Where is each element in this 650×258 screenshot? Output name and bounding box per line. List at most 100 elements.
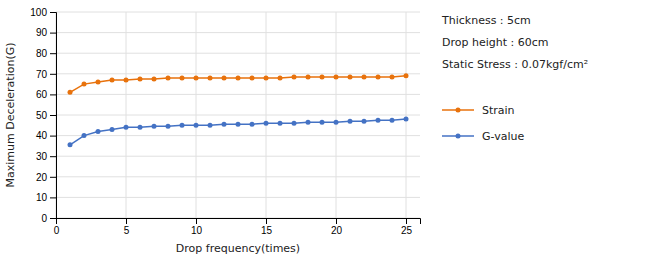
y-axis: 0 10 20 30 40 50 60 70 80 90 100 bbox=[30, 7, 56, 224]
tick-mark bbox=[50, 74, 56, 75]
point bbox=[292, 74, 297, 79]
point bbox=[138, 76, 143, 81]
tick-mark bbox=[266, 218, 267, 224]
series bbox=[68, 117, 409, 148]
tick-label: 100 bbox=[30, 7, 47, 18]
point bbox=[236, 122, 241, 127]
point bbox=[166, 75, 171, 80]
tick-mark bbox=[50, 53, 56, 54]
tick-label: 25 bbox=[401, 225, 413, 236]
tick-label: 80 bbox=[36, 48, 48, 59]
tick-label: 30 bbox=[36, 151, 48, 162]
tick-label: 60 bbox=[36, 89, 48, 100]
series bbox=[68, 73, 409, 94]
annotation: Thickness : 5cm bbox=[441, 14, 531, 27]
point bbox=[110, 127, 115, 132]
tick-label: 70 bbox=[36, 69, 48, 80]
point bbox=[110, 77, 115, 82]
grid-line-y bbox=[56, 94, 420, 95]
tick: 10 bbox=[191, 218, 203, 236]
tick-label: 0 bbox=[54, 225, 60, 236]
tick-label: 0 bbox=[41, 213, 47, 224]
tick-mark bbox=[50, 177, 56, 178]
tick-mark bbox=[50, 156, 56, 157]
axis-line bbox=[50, 13, 57, 219]
tick: 5 bbox=[124, 218, 130, 236]
point bbox=[292, 121, 297, 126]
point bbox=[152, 124, 157, 129]
tick-label: 20 bbox=[36, 172, 48, 183]
point bbox=[82, 133, 87, 138]
annotation: Static Stress : 0.07kgf/cm² bbox=[442, 58, 588, 71]
point bbox=[96, 129, 101, 134]
grid-line-x bbox=[406, 12, 407, 218]
point bbox=[236, 75, 241, 80]
grid-line-y bbox=[56, 53, 420, 54]
plot-area: 0 5 10 15 20 25 0 10 20 30 40 50 60 70 80 90 100 bbox=[30, 7, 420, 236]
series-line bbox=[70, 119, 406, 145]
grid-line-y bbox=[56, 73, 420, 74]
chart-svg: 0 5 10 15 20 25 0 10 20 30 40 50 60 70 80 90 100 Drop fre… bbox=[0, 0, 650, 258]
tick: 70 bbox=[36, 69, 56, 80]
tick-label: 40 bbox=[36, 130, 48, 141]
point bbox=[362, 119, 367, 124]
point bbox=[68, 142, 73, 147]
x-axis: 0 5 10 15 20 25 bbox=[54, 218, 421, 236]
point bbox=[250, 75, 255, 80]
tick: 10 bbox=[36, 192, 56, 203]
point bbox=[334, 120, 339, 125]
tick-mark bbox=[50, 33, 56, 34]
tick: 60 bbox=[36, 89, 56, 100]
tick: 40 bbox=[36, 130, 56, 141]
point bbox=[180, 123, 185, 128]
tick-mark bbox=[50, 12, 56, 13]
tick-mark bbox=[50, 197, 56, 198]
marks bbox=[68, 73, 409, 147]
point bbox=[82, 82, 87, 87]
legend-marker bbox=[456, 134, 461, 139]
legend-item: Strain bbox=[442, 104, 515, 117]
tick-mark bbox=[406, 218, 407, 224]
tick-label: 10 bbox=[191, 225, 203, 236]
point bbox=[124, 125, 129, 130]
y-axis-title: Maximum Deceleration(G) bbox=[4, 42, 17, 187]
tick: 0 bbox=[54, 218, 60, 236]
point bbox=[376, 74, 381, 79]
tick-mark bbox=[50, 218, 56, 219]
point bbox=[180, 75, 185, 80]
point bbox=[390, 118, 395, 123]
tick: 15 bbox=[261, 218, 273, 236]
tick-label: 90 bbox=[36, 27, 48, 38]
point bbox=[320, 120, 325, 125]
chart-container: 0 5 10 15 20 25 0 10 20 30 40 50 60 70 80 90 100 Drop fre… bbox=[0, 0, 650, 258]
point bbox=[348, 119, 353, 124]
annotations: Thickness : 5cm Drop height : 60cm Static … bbox=[441, 14, 588, 71]
point bbox=[404, 117, 409, 122]
point bbox=[152, 76, 157, 81]
point bbox=[222, 75, 227, 80]
annotation: Drop height : 60cm bbox=[442, 36, 548, 49]
point bbox=[250, 122, 255, 127]
point bbox=[124, 77, 129, 82]
grid-line-x bbox=[126, 12, 127, 218]
series-line bbox=[70, 76, 406, 92]
point bbox=[208, 75, 213, 80]
point bbox=[194, 123, 199, 128]
grid-line-x bbox=[336, 12, 337, 218]
tick: 20 bbox=[331, 218, 343, 236]
legend-label: G-value bbox=[482, 130, 524, 143]
tick: 20 bbox=[36, 172, 56, 183]
point bbox=[390, 74, 395, 79]
point bbox=[264, 75, 269, 80]
x-axis-title: Drop frequency(times) bbox=[176, 242, 300, 255]
tick-label: 50 bbox=[36, 110, 48, 121]
tick-label: 5 bbox=[124, 225, 130, 236]
grid-line-y bbox=[56, 176, 420, 177]
axis-line bbox=[57, 219, 421, 225]
point bbox=[320, 74, 325, 79]
point bbox=[222, 122, 227, 127]
point bbox=[348, 74, 353, 79]
point bbox=[404, 73, 409, 78]
point bbox=[138, 125, 143, 130]
point bbox=[306, 120, 311, 125]
